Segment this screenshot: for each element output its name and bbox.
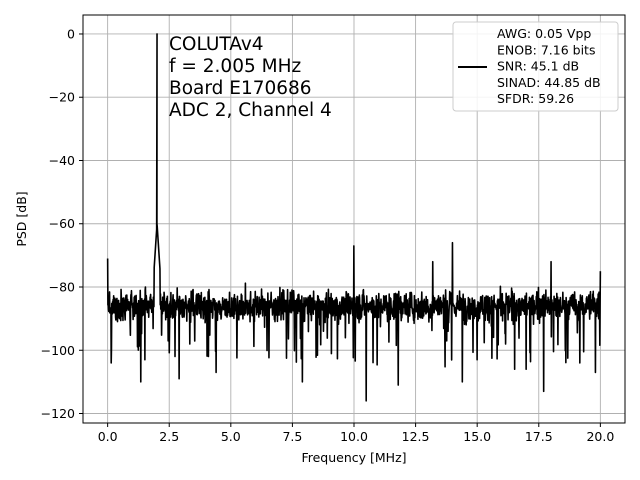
legend-line-3: SNR: 45.1 dB — [497, 59, 579, 74]
legend-line-1: AWG: 0.05 Vpp — [497, 26, 591, 41]
psd-trace — [106, 33, 602, 402]
legend-line-5: SFDR: 59.26 — [497, 91, 574, 106]
legend-box — [452, 21, 619, 112]
annotation-line-1: COLUTAv4 — [169, 34, 264, 55]
x-tick-label: 7.5 — [282, 429, 302, 444]
annotation-line-4: ADC 2, Channel 4 — [169, 100, 332, 121]
y-tick-label: −80 — [49, 280, 75, 295]
y-tick-label: −120 — [41, 406, 75, 421]
y-axis-label: PSD [dB] — [14, 191, 29, 246]
x-tick-label: 5.0 — [221, 429, 241, 444]
y-tick-label: −40 — [49, 153, 75, 168]
y-axis-ticks: 0 −20 −40 −60 −80 −100 −120 — [41, 26, 83, 421]
legend-line-2: ENOB: 7.16 bits — [497, 42, 595, 57]
chart-annotation: COLUTAv4 f = 2.005 MHz Board E170686 ADC… — [169, 34, 332, 121]
x-tick-label: 15.0 — [463, 429, 491, 444]
annotation-line-3: Board E170686 — [169, 78, 312, 99]
x-tick-label: 20.0 — [586, 429, 614, 444]
annotation-line-2: f = 2.005 MHz — [169, 56, 301, 77]
x-tick-label: 10.0 — [340, 429, 368, 444]
y-tick-label: −20 — [49, 90, 75, 105]
x-tick-label: 0.0 — [98, 429, 118, 444]
legend: AWG: 0.05 Vpp ENOB: 7.16 bits SNR: 45.1 … — [452, 21, 619, 112]
x-axis-ticks: 0.0 2.5 5.0 7.5 10.0 12.5 15.0 17.5 20.0 — [98, 423, 614, 444]
y-tick-label: −60 — [49, 216, 75, 231]
y-tick-label: −100 — [41, 343, 75, 358]
psd-line — [106, 33, 602, 402]
x-axis-label: Frequency [MHz] — [301, 450, 406, 465]
x-tick-label: 2.5 — [159, 429, 179, 444]
x-tick-label: 17.5 — [525, 429, 553, 444]
x-tick-label: 12.5 — [402, 429, 430, 444]
legend-line-4: SINAD: 44.85 dB — [497, 75, 601, 90]
y-tick-label: 0 — [67, 26, 75, 41]
